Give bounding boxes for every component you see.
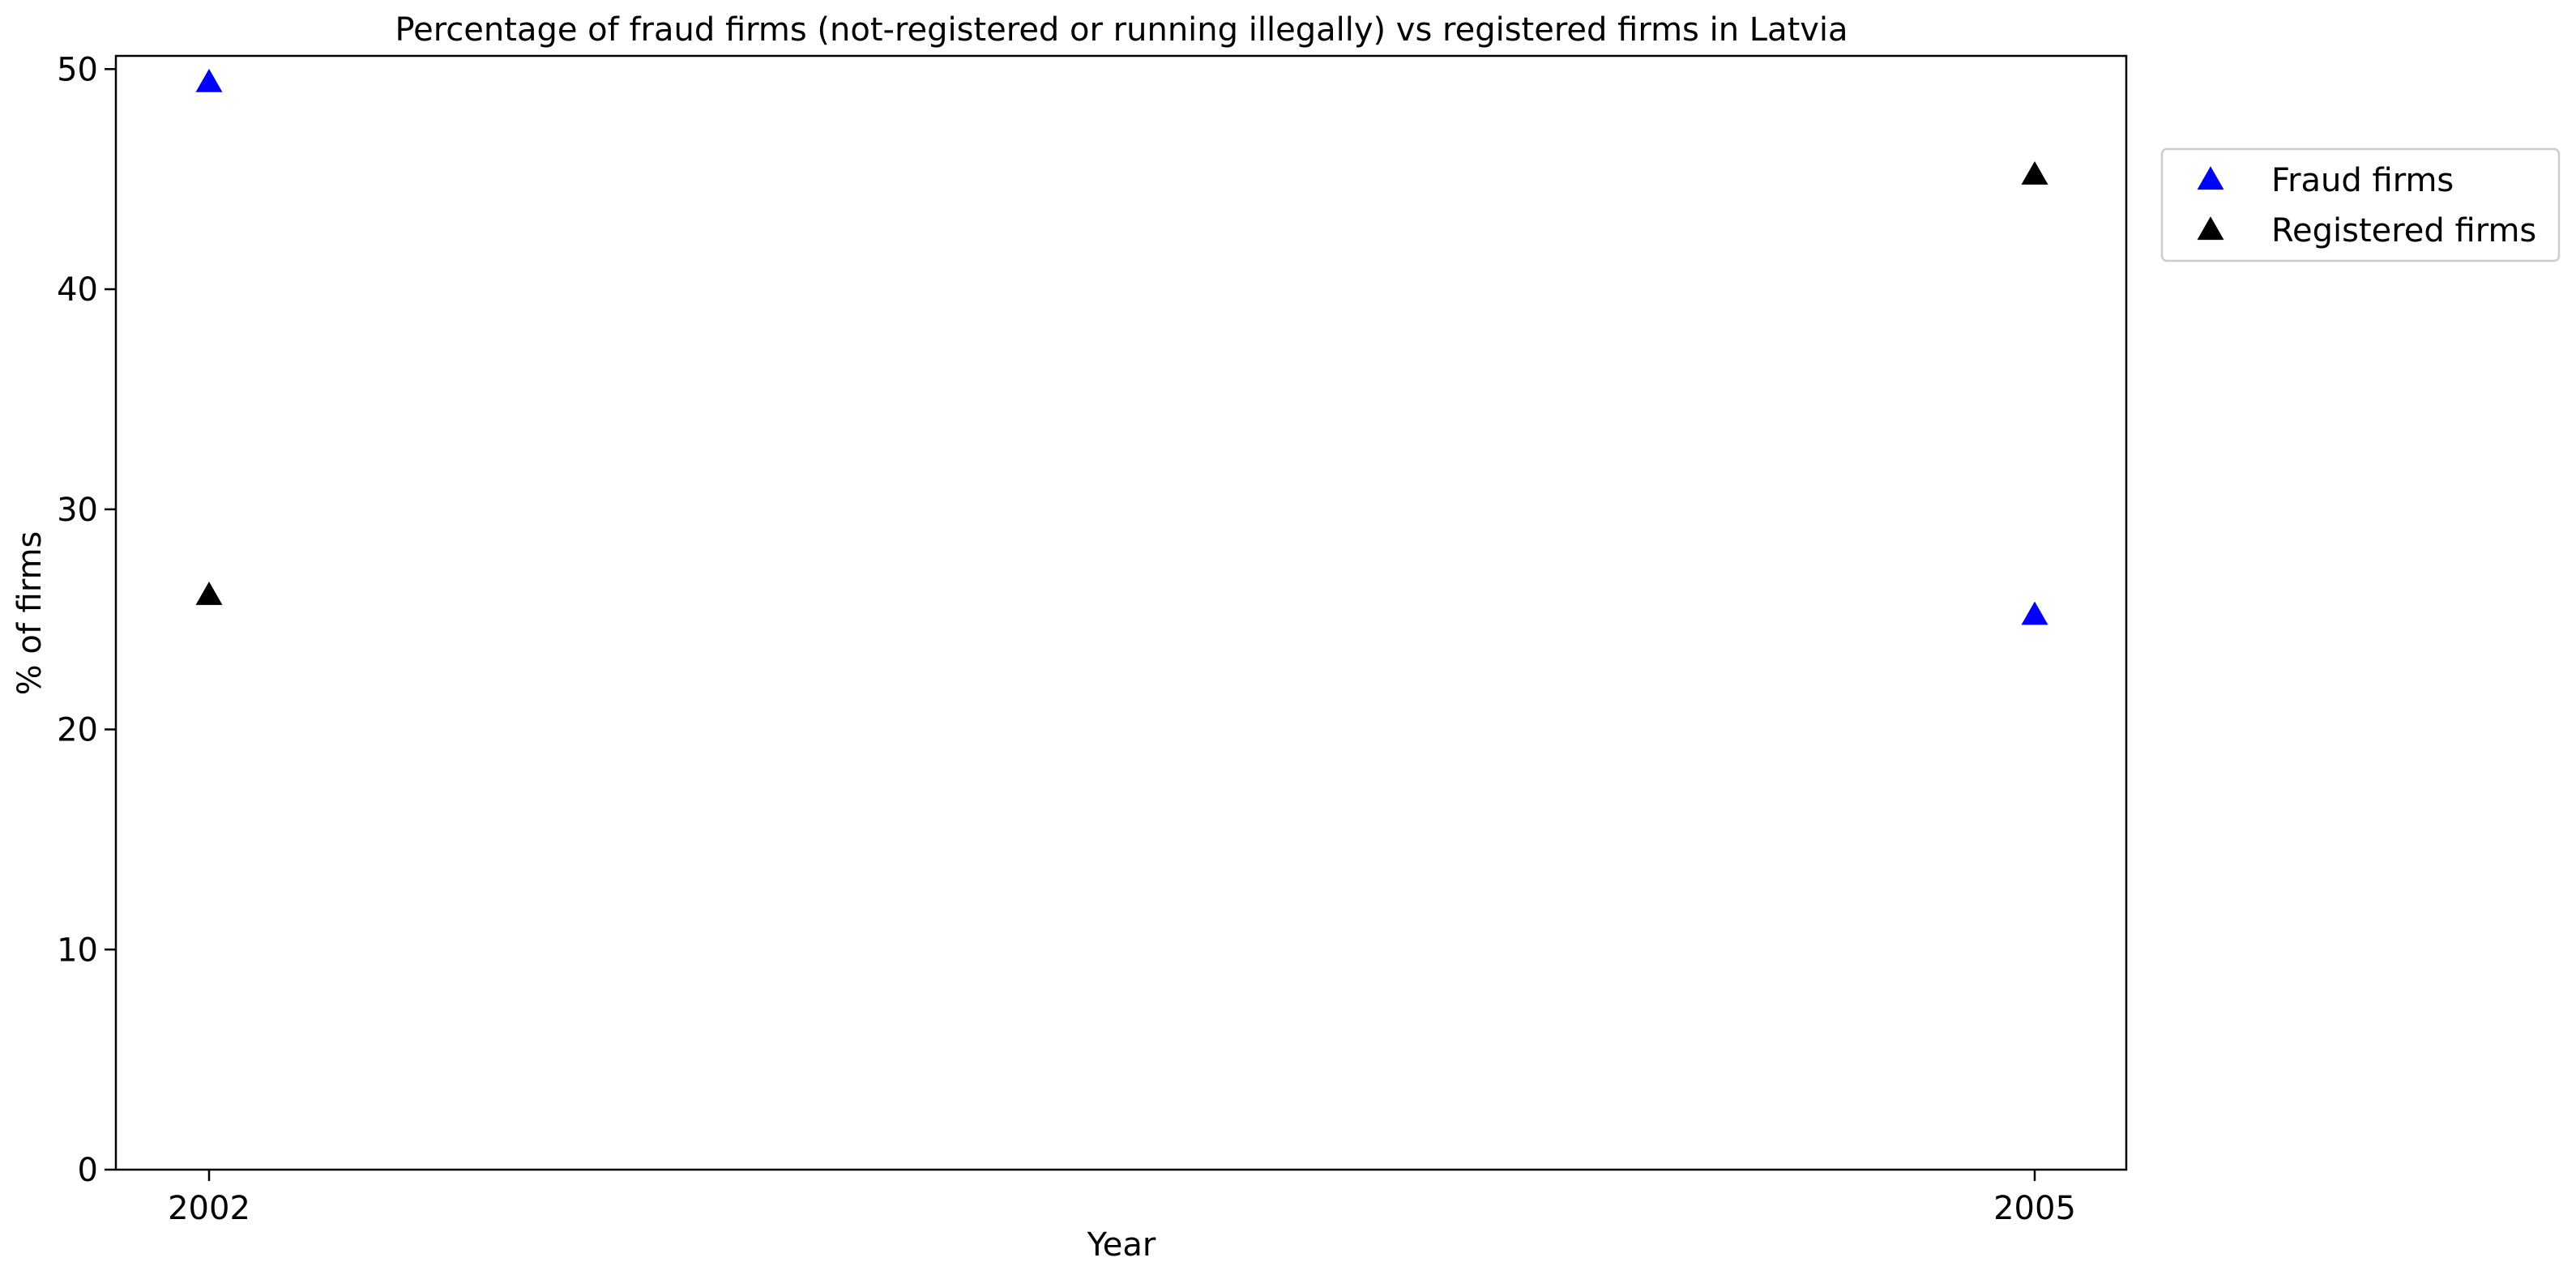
y-tick-label: 50 — [57, 51, 98, 88]
chart-title: Percentage of fraud firms (not-registere… — [395, 11, 1848, 49]
data-points — [195, 68, 2048, 625]
data-point-registered-firms — [195, 582, 223, 605]
legend-box — [2160, 147, 2561, 262]
legend-label: Registered firms — [2271, 212, 2536, 249]
y-tick-label: 10 — [57, 932, 98, 969]
legend-marker — [2197, 216, 2224, 241]
y-tick-label: 20 — [57, 712, 98, 749]
x-axis-label: Year — [1087, 1226, 1156, 1264]
x-tick-label: 2005 — [1993, 1190, 2076, 1227]
data-point-fraud-firms — [195, 68, 223, 92]
data-point-fraud-firms — [2021, 601, 2048, 625]
legend-label: Fraud firms — [2271, 162, 2454, 199]
y-tick-label: 0 — [78, 1152, 98, 1189]
y-axis: 0 10 20 30 40 50 — [57, 51, 116, 1189]
legend-marker — [2197, 166, 2224, 190]
y-axis-label: % of firms — [11, 531, 49, 696]
x-axis: 2002 2005 — [168, 1170, 2076, 1227]
legend: Fraud firms Registered firms — [2160, 147, 2561, 262]
y-tick-label: 30 — [57, 492, 98, 529]
plot-area — [114, 54, 2128, 1171]
x-tick-label: 2002 — [168, 1190, 250, 1227]
y-tick-label: 40 — [57, 271, 98, 309]
data-point-registered-firms — [2021, 160, 2048, 185]
